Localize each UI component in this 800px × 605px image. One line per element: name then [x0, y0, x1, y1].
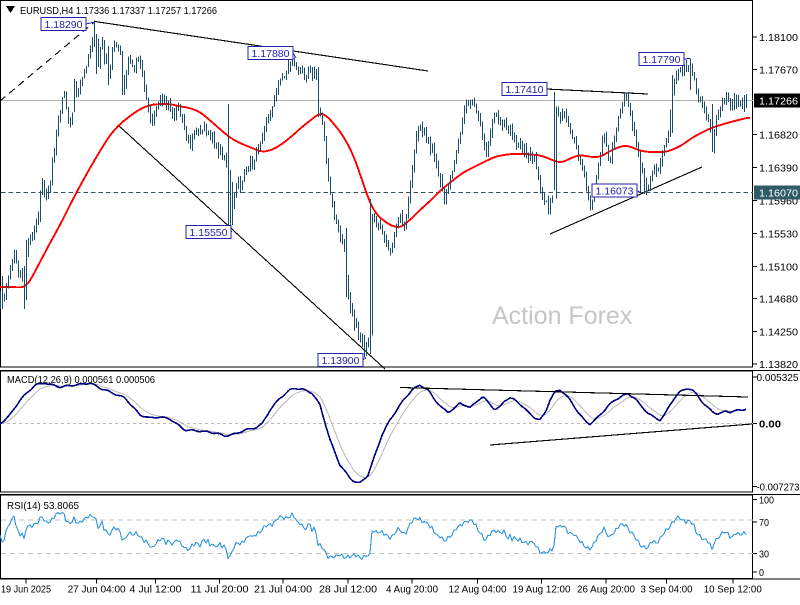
svg-text:19 Aug 12:00: 19 Aug 12:00 [513, 583, 571, 595]
svg-text:1.16073: 1.16073 [596, 186, 634, 198]
svg-text:0.005325: 0.005325 [757, 372, 799, 384]
svg-text:RSI(14) 53.8065: RSI(14) 53.8065 [7, 500, 79, 512]
svg-text:1.15100: 1.15100 [759, 261, 798, 273]
svg-text:1.16390: 1.16390 [759, 163, 798, 175]
svg-text:1.16070: 1.16070 [759, 188, 798, 200]
svg-text:1.14680: 1.14680 [759, 293, 798, 305]
svg-text:0.00: 0.00 [759, 419, 781, 431]
svg-text:Action Forex: Action Forex [492, 302, 633, 330]
svg-text:-0.007273: -0.007273 [757, 481, 800, 493]
svg-text:28 Jul 12:00: 28 Jul 12:00 [319, 583, 377, 595]
svg-text:100: 100 [759, 495, 774, 507]
svg-text:0: 0 [759, 567, 764, 579]
svg-text:19 Jun 2025: 19 Jun 2025 [1, 583, 51, 595]
svg-text:70: 70 [759, 517, 769, 529]
svg-text:1.13820: 1.13820 [759, 359, 798, 371]
svg-text:1.18100: 1.18100 [759, 32, 798, 44]
svg-text:3 Sep 04:00: 3 Sep 04:00 [641, 583, 693, 595]
svg-text:1.17880: 1.17880 [252, 48, 290, 60]
svg-text:1.17410: 1.17410 [506, 84, 544, 96]
svg-text:27 Jun 04:00: 27 Jun 04:00 [68, 583, 126, 595]
svg-text:1.16820: 1.16820 [759, 130, 798, 142]
svg-text:1.15550: 1.15550 [190, 227, 228, 239]
svg-text:1.17670: 1.17670 [759, 65, 798, 77]
svg-text:1.18290: 1.18290 [45, 19, 83, 31]
svg-text:1.17266: 1.17266 [759, 96, 798, 108]
svg-text:21 Jul 04:00: 21 Jul 04:00 [254, 583, 312, 595]
svg-text:1.17790: 1.17790 [643, 54, 681, 66]
svg-text:1.13900: 1.13900 [322, 355, 360, 367]
svg-text:12 Aug 04:00: 12 Aug 04:00 [449, 583, 507, 595]
svg-text:1.15530: 1.15530 [759, 228, 798, 240]
svg-text:1.14250: 1.14250 [759, 326, 798, 338]
svg-text:30: 30 [759, 549, 769, 561]
svg-text:11 Jul 20:00: 11 Jul 20:00 [191, 583, 249, 595]
svg-text:10 Sep 12:00: 10 Sep 12:00 [704, 583, 762, 595]
svg-text:26 Aug 20:00: 26 Aug 20:00 [577, 583, 635, 595]
svg-text:4 Aug 20:00: 4 Aug 20:00 [386, 583, 438, 595]
svg-text:EURUSD,H4 1.17336 1.17337 1.1: EURUSD,H4 1.17336 1.17337 1.17257 1.1726… [20, 5, 217, 17]
svg-text:MACD(12,26,9) 0.000561 0.00050: MACD(12,26,9) 0.000561 0.000506 [7, 374, 155, 386]
svg-text:4 Jul 12:00: 4 Jul 12:00 [130, 583, 182, 595]
